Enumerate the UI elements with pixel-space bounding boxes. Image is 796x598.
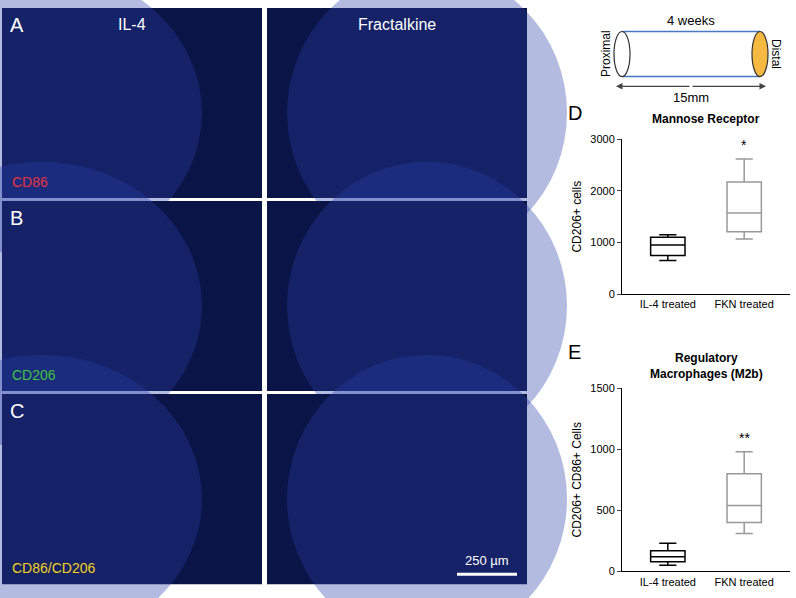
svg-text:B: B <box>10 207 23 229</box>
svg-text:FKN treated: FKN treated <box>715 576 774 588</box>
svg-text:4 weeks: 4 weeks <box>667 13 715 28</box>
svg-text:Mannose Receptor: Mannose Receptor <box>652 112 760 126</box>
svg-text:IL-4: IL-4 <box>118 16 146 33</box>
svg-text:Proximal: Proximal <box>599 30 613 77</box>
svg-text:CD206: CD206 <box>12 367 56 383</box>
svg-text:1000: 1000 <box>590 236 614 248</box>
svg-text:CD206+ cells: CD206+ cells <box>570 181 584 253</box>
svg-text:E: E <box>568 341 581 363</box>
svg-text:3000: 3000 <box>590 133 614 145</box>
svg-text:CD206+ CD86+ Cells: CD206+ CD86+ Cells <box>570 422 584 537</box>
svg-text:Fractalkine: Fractalkine <box>358 16 436 33</box>
svg-text:500: 500 <box>596 504 614 516</box>
svg-text:IL-4 treated: IL-4 treated <box>640 576 696 588</box>
svg-text:C: C <box>10 400 24 422</box>
svg-text:250 µm: 250 µm <box>465 553 509 568</box>
svg-text:1500: 1500 <box>590 382 614 394</box>
svg-text:D: D <box>568 102 582 124</box>
svg-text:0: 0 <box>609 565 615 577</box>
svg-text:**: ** <box>739 430 750 446</box>
svg-text:0: 0 <box>609 288 615 300</box>
svg-text:IL-4 treated: IL-4 treated <box>640 298 696 310</box>
svg-text:1000: 1000 <box>590 443 614 455</box>
svg-text:A: A <box>10 14 24 36</box>
svg-text:FKN treated: FKN treated <box>715 298 774 310</box>
svg-text:Distal: Distal <box>769 39 783 69</box>
svg-text:15mm: 15mm <box>673 90 709 105</box>
svg-text:CD86/CD206: CD86/CD206 <box>12 560 95 576</box>
svg-text:2000: 2000 <box>590 185 614 197</box>
svg-text:*: * <box>741 137 747 153</box>
svg-text:RegulatoryMacrophages (M2b): RegulatoryMacrophages (M2b) <box>650 351 763 381</box>
svg-text:CD86: CD86 <box>12 174 48 190</box>
